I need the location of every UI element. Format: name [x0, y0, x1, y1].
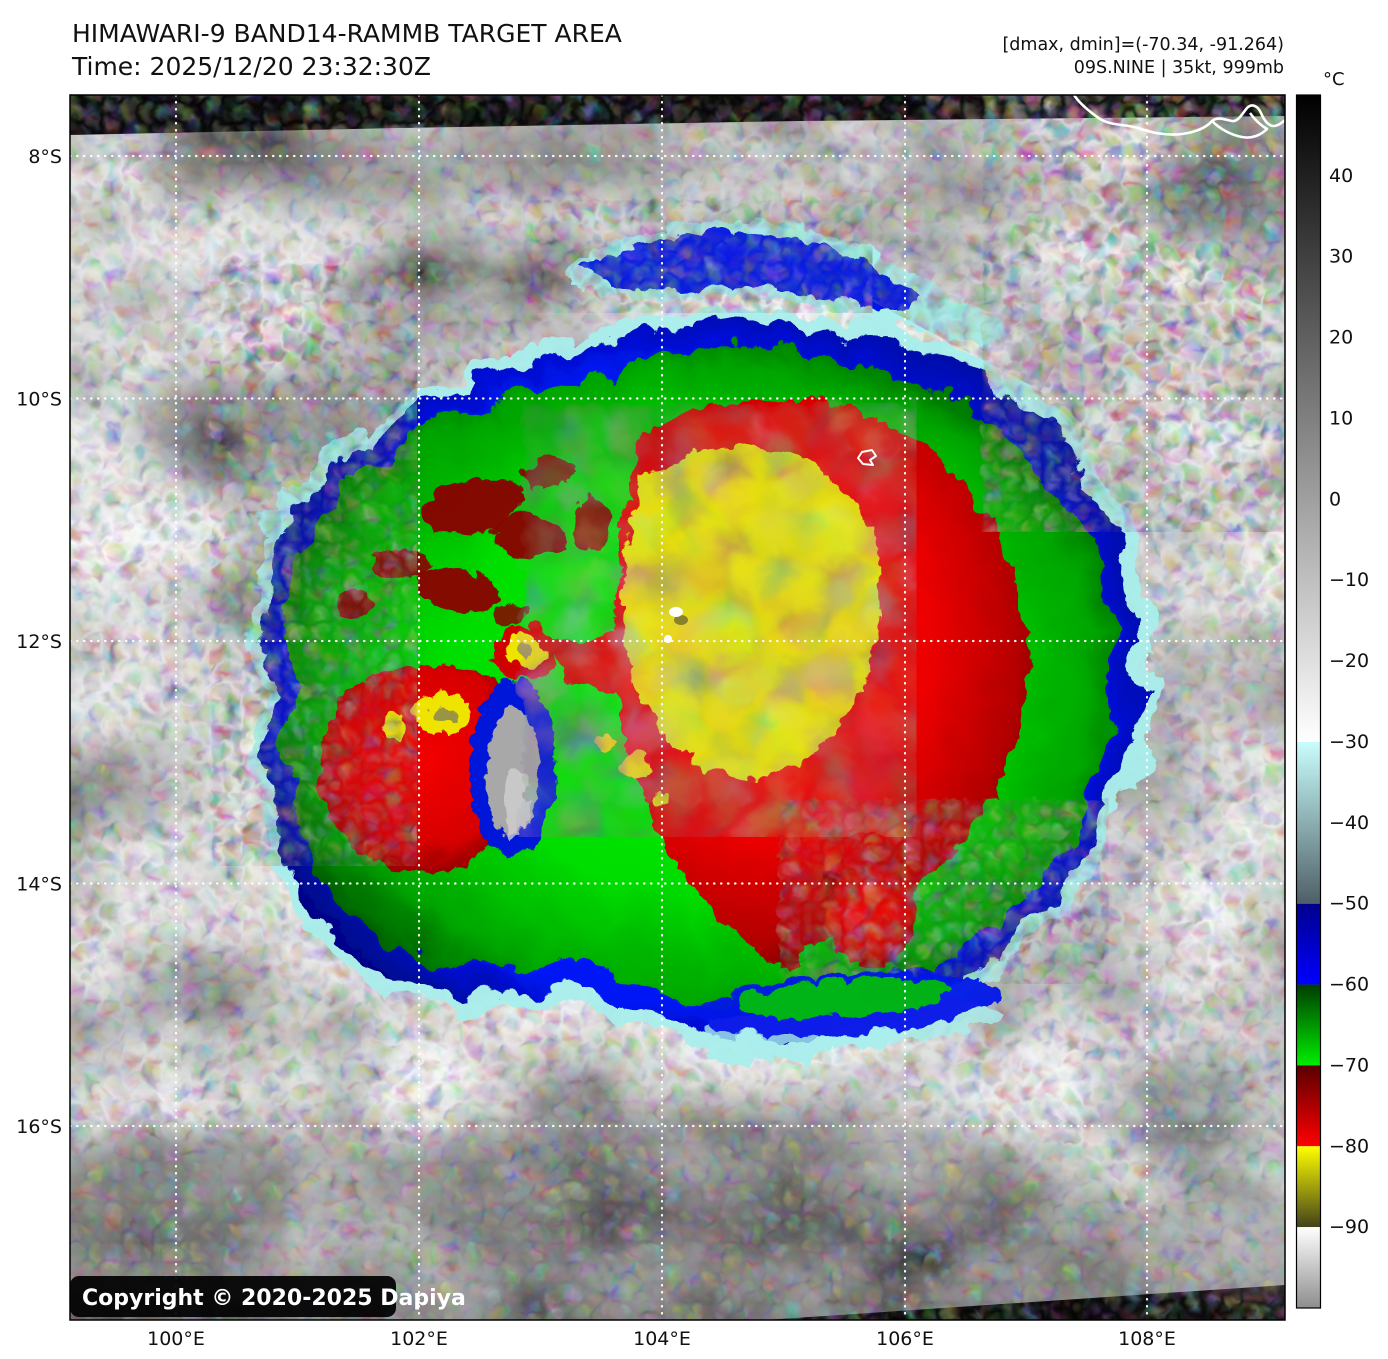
colorbar-tick-label: −20: [1329, 650, 1369, 672]
colorbar: 40 30 20 10 0 −10 −20 −30 −40 −50 −60 −70 −80 −90: [1295, 94, 1369, 1309]
lat-tick-label: 14°S: [16, 874, 62, 896]
olive-core-mottling: [625, 517, 807, 717]
coastline: [857, 95, 1285, 466]
lon-tick-label: 104°E: [633, 1328, 691, 1350]
storm-id-annotation: 09S.NINE | 35kt, 999mb: [1074, 58, 1284, 78]
colorbar-segment: [1297, 903, 1320, 985]
copyright-text: Copyright © 2020-2025 Dapiya: [82, 1286, 466, 1311]
colorbar-segment: [1297, 1227, 1320, 1308]
lat-tick-label: 16°S: [16, 1116, 62, 1138]
colorbar-tick-label: −90: [1329, 1216, 1369, 1238]
storm-overlay: [242, 98, 1273, 1058]
lat-tick-label: 12°S: [16, 631, 62, 653]
colorbar-tick-label: 20: [1329, 327, 1353, 349]
mid-yellow-spot: [488, 622, 554, 676]
topright-cold-patches: [1110, 98, 1273, 339]
colorbar-tick-label: −60: [1329, 974, 1369, 996]
lat-tick-label: 10°S: [16, 389, 62, 411]
colorbar-tick-label: −70: [1329, 1054, 1369, 1076]
dark-cloud-shading: [70, 120, 1285, 1320]
dry-slot: [464, 676, 552, 852]
colorbar-unit-label: °C: [1323, 69, 1345, 90]
latlon-grid: [70, 95, 1285, 1320]
lon-tick-label: 100°E: [147, 1328, 205, 1350]
latitude-axis: 8°S 10°S 12°S 14°S 16°S: [16, 146, 62, 1138]
colorbar-segment: [1297, 741, 1320, 904]
south-boundary-band: [695, 968, 1000, 1045]
west-yellow-spot: [383, 688, 465, 737]
colorbar-segment: [1297, 984, 1320, 1066]
map: Copyright © 2020-2025 Dapiya: [70, 95, 1285, 1320]
colorbar-tick-label: 40: [1329, 165, 1353, 187]
colorbar-segment: [1297, 95, 1320, 742]
small-island-outline: [857, 449, 877, 466]
colorbar-tick-label: −10: [1329, 569, 1369, 591]
product-title: HIMAWARI-9 BAND14-RAMMB TARGET AREA: [72, 19, 622, 48]
colorbar-tick-label: 30: [1329, 246, 1353, 268]
colorbar-tick-label: −50: [1329, 893, 1369, 915]
west-outer-slivers: [273, 448, 353, 680]
lon-tick-label: 102°E: [390, 1328, 448, 1350]
map-frame: [69, 94, 1286, 1321]
lon-tick-label: 106°E: [876, 1328, 934, 1350]
colorbar-tick-label: −80: [1329, 1135, 1369, 1157]
north-blue-arc: [560, 216, 1001, 345]
colorbar-segment: [1297, 1065, 1320, 1147]
colorbar-tick-label: 10: [1329, 407, 1353, 429]
colorbar-tick-label: 0: [1329, 488, 1341, 510]
colorbar-segment: [1297, 1146, 1320, 1228]
longitude-axis: 100°E 102°E 104°E 106°E 108°E: [147, 1328, 1176, 1350]
colorbar-tick-label: −30: [1329, 731, 1369, 753]
colorbar-tick-label: −40: [1329, 812, 1369, 834]
southeast-cold-patch: [878, 854, 1006, 926]
product-time: Time: 2025/12/20 23:32:30Z: [71, 52, 431, 81]
lon-tick-label: 108°E: [1118, 1328, 1176, 1350]
west-lobe-red-mottles: [330, 453, 608, 622]
yellow-fragments: [591, 729, 663, 803]
lat-tick-label: 8°S: [28, 146, 62, 168]
dmax-dmin-annotation: [dmax, dmin]=(-70.34, -91.264): [1002, 35, 1284, 55]
colorbar-border: [1295, 94, 1322, 1309]
copyright-badge: Copyright © 2020-2025 Dapiya: [70, 1276, 466, 1317]
